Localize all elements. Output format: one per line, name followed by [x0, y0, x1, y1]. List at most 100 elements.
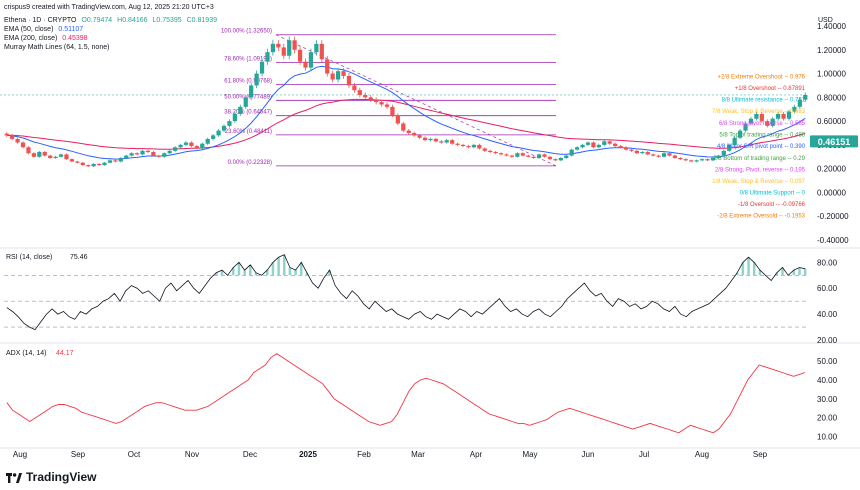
candle-body[interactable] — [509, 155, 515, 157]
candle-body[interactable] — [254, 73, 259, 86]
candle-body[interactable] — [542, 154, 547, 157]
candle-body[interactable] — [69, 159, 75, 162]
candle-body[interactable] — [86, 165, 91, 167]
candle-body[interactable] — [292, 40, 297, 50]
candle-body[interactable] — [786, 111, 792, 119]
ema50-legend[interactable]: EMA (50, close) 0.51107 — [4, 25, 86, 34]
candle-body[interactable] — [607, 141, 612, 144]
candle-body[interactable] — [162, 153, 167, 157]
candle-body[interactable] — [363, 94, 368, 98]
candle-body[interactable] — [64, 154, 69, 160]
candle-body[interactable] — [482, 148, 487, 151]
candle-body[interactable] — [629, 149, 634, 151]
candle-body[interactable] — [710, 157, 716, 161]
candle-body[interactable] — [390, 106, 395, 116]
candle-body[interactable] — [455, 143, 460, 145]
candle-body[interactable] — [319, 43, 324, 60]
candle-body[interactable] — [200, 143, 205, 149]
candle-body[interactable] — [417, 135, 422, 138]
candle-body[interactable] — [48, 155, 53, 158]
candle-body[interactable] — [37, 152, 42, 157]
candle-body[interactable] — [672, 155, 678, 158]
candle-body[interactable] — [249, 85, 254, 98]
candle-body[interactable] — [20, 142, 26, 148]
candle-body[interactable] — [4, 133, 9, 136]
candle-body[interactable] — [705, 159, 710, 161]
candle-body[interactable] — [699, 159, 705, 161]
candle-body[interactable] — [183, 142, 189, 145]
candle-body[interactable] — [357, 90, 362, 95]
candle-body[interactable] — [281, 47, 286, 56]
candle-body[interactable] — [189, 142, 194, 147]
candle-body[interactable] — [743, 123, 748, 131]
candle-body[interactable] — [498, 153, 504, 155]
candle-body[interactable] — [667, 153, 672, 156]
candle-body[interactable] — [450, 140, 455, 144]
candle-body[interactable] — [330, 73, 335, 80]
candle-body[interactable] — [129, 153, 134, 156]
candle-body[interactable] — [613, 143, 618, 147]
candle-body[interactable] — [53, 156, 58, 158]
candle-body[interactable] — [243, 97, 248, 107]
candle-body[interactable] — [558, 157, 563, 161]
candle-body[interactable] — [151, 152, 156, 156]
candle-body[interactable] — [368, 97, 373, 100]
candle-body[interactable] — [737, 130, 743, 138]
candle-body[interactable] — [10, 135, 15, 139]
candle-body[interactable] — [721, 150, 726, 156]
tradingview-logo[interactable]: TradingView — [6, 470, 96, 484]
candle-body[interactable] — [683, 159, 688, 161]
candle-body[interactable] — [384, 104, 390, 107]
candle-body[interactable] — [238, 106, 243, 114]
candle-body[interactable] — [618, 146, 623, 148]
candle-body[interactable] — [748, 118, 754, 124]
candle-body[interactable] — [428, 138, 433, 141]
candle-body[interactable] — [118, 157, 123, 162]
candle-body[interactable] — [134, 153, 140, 155]
candle-body[interactable] — [569, 149, 574, 156]
candle-body[interactable] — [781, 113, 786, 119]
candle-body[interactable] — [526, 155, 531, 157]
ema200-line[interactable] — [6, 98, 806, 150]
candle-body[interactable] — [107, 160, 113, 163]
candle-body[interactable] — [596, 144, 601, 148]
candle-body[interactable] — [173, 147, 178, 151]
candle-body[interactable] — [689, 160, 694, 162]
candle-body[interactable] — [335, 71, 341, 80]
candle-body[interactable] — [422, 137, 428, 141]
candle-body[interactable] — [656, 155, 661, 157]
candle-body[interactable] — [124, 155, 129, 158]
candle-body[interactable] — [640, 152, 645, 154]
candle-body[interactable] — [580, 144, 585, 148]
candle-body[interactable] — [42, 152, 47, 156]
candle-body[interactable] — [303, 61, 308, 68]
ema200-legend[interactable]: EMA (200, close) 0.45398 — [4, 34, 91, 43]
candle-body[interactable] — [259, 61, 265, 74]
candle-body[interactable] — [211, 135, 216, 139]
candle-body[interactable] — [374, 99, 379, 103]
candle-body[interactable] — [276, 43, 281, 48]
candle-body[interactable] — [515, 153, 520, 157]
candle-body[interactable] — [536, 154, 542, 158]
candle-body[interactable] — [167, 150, 172, 154]
candle-body[interactable] — [91, 163, 96, 167]
candle-body[interactable] — [553, 159, 558, 161]
ema50-line[interactable] — [6, 65, 806, 160]
candle-body[interactable] — [96, 163, 102, 166]
candle-body[interactable] — [466, 146, 471, 148]
adx-line[interactable] — [6, 353, 806, 434]
candle-body[interactable] — [265, 52, 270, 62]
rsi-line[interactable] — [6, 254, 806, 331]
candle-body[interactable] — [444, 140, 449, 143]
candle-body[interactable] — [727, 144, 732, 151]
candle-body[interactable] — [651, 154, 656, 156]
candle-body[interactable] — [460, 144, 466, 147]
candle-body[interactable] — [156, 155, 161, 157]
candle-body[interactable] — [759, 113, 764, 122]
candle-body[interactable] — [591, 142, 596, 148]
candle-body[interactable] — [341, 71, 346, 76]
candle-body[interactable] — [585, 142, 591, 145]
candle-body[interactable] — [792, 106, 797, 112]
candle-body[interactable] — [770, 118, 775, 126]
